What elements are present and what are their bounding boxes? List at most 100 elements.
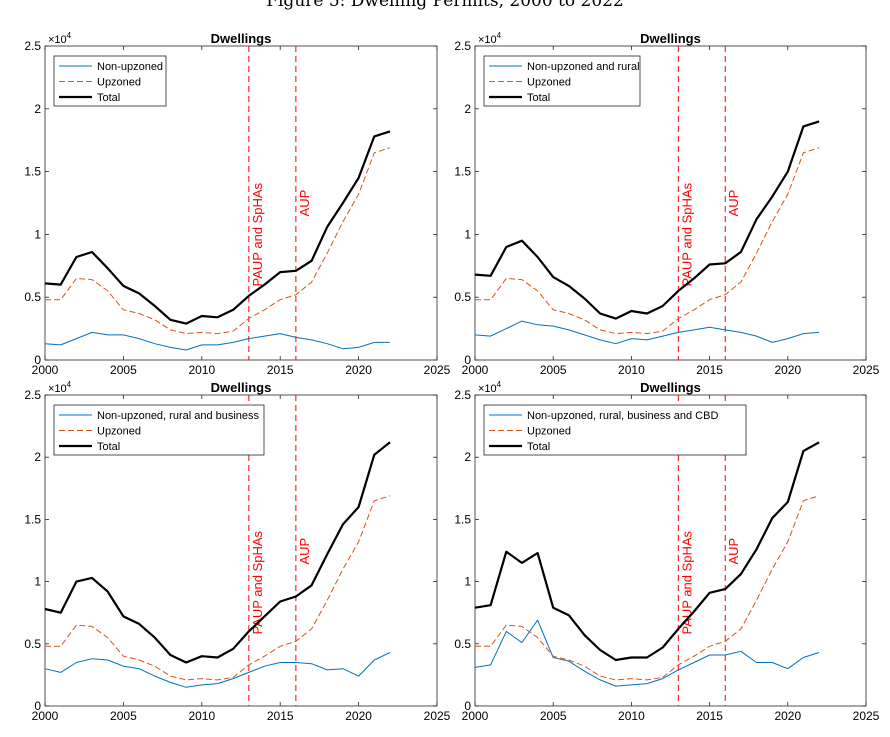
x-tick-label: 2020 [345, 363, 372, 377]
x-tick-label: 2005 [110, 709, 137, 723]
series-line-upzoned [475, 495, 820, 681]
series-line-total [474, 120, 820, 320]
x-tick-label: 2005 [540, 363, 567, 377]
x-tick-label: 2000 [32, 363, 59, 377]
x-tick-label: 2010 [188, 709, 215, 723]
y-tick-label: 2 [34, 102, 41, 116]
y-multiplier-exp: 4 [67, 380, 72, 389]
axes-box [474, 45, 867, 361]
legend-label: Upzoned [527, 426, 571, 438]
x-tick-label: 2025 [853, 363, 880, 377]
x-tick-label: 2025 [424, 363, 451, 377]
series-line-total [44, 130, 391, 325]
series-line-upzoned [475, 147, 820, 335]
panel-title: Dwellings [640, 31, 701, 46]
x-tick-label: 2020 [774, 709, 801, 723]
series-line-non_upzoned [474, 320, 820, 345]
legend-label: Total [97, 92, 120, 104]
y-tick-label: 1 [34, 575, 41, 589]
panel-title: Dwellings [211, 31, 272, 46]
policy-line-label: AUP [726, 538, 741, 565]
y-tick-label: 2 [34, 450, 41, 464]
y-tick-label: 0.5 [24, 290, 41, 304]
series-line-upzoned [45, 147, 391, 335]
legend-label: Non-upzoned [97, 61, 163, 73]
y-multiplier-label: ×104 [48, 380, 72, 395]
policy-line-label: PAUP and SpHAs [679, 182, 694, 286]
axes-box [44, 394, 438, 707]
y-tick-label: 0 [464, 353, 471, 367]
axes-box [474, 394, 867, 707]
panel-title: Dwellings [640, 380, 701, 395]
x-tick-label: 2000 [462, 363, 489, 377]
y-tick-label: 2.5 [24, 39, 41, 53]
policy-line-label: PAUP and SpHAs [679, 530, 694, 634]
chart-panel-1: 2000 2005 2010 2015 2020 2025 0 0.5 1 1.5 2 2.5 ×104… [24, 31, 450, 377]
legend-label: Upzoned [97, 426, 141, 438]
x-tick-label: 2015 [696, 709, 723, 723]
x-tick-label: 2010 [188, 363, 215, 377]
x-tick-label: 2020 [345, 709, 372, 723]
y-multiplier-base: ×10 [48, 34, 67, 46]
y-multiplier-base: ×10 [478, 34, 497, 46]
y-tick-label: 1 [34, 227, 41, 241]
legend-label: Non-upzoned, rural, business and CBD [527, 410, 718, 422]
y-multiplier-label: ×104 [48, 31, 72, 46]
y-multiplier-label: ×104 [478, 31, 502, 46]
series-line-non_upzoned [474, 619, 820, 687]
legend-label: Total [527, 92, 550, 104]
y-tick-label: 0.5 [24, 637, 41, 651]
chart-panel-2: 2000 2005 2010 2015 2020 2025 0 0.5 1 1.5 2 2.5 ×104… [454, 31, 879, 377]
x-tick-label: 2025 [424, 709, 451, 723]
x-tick-label: 2020 [774, 363, 801, 377]
y-tick-label: 2.5 [454, 388, 471, 402]
axes-box [44, 45, 438, 361]
legend-label: Upzoned [97, 77, 141, 89]
y-tick-label: 0.5 [454, 637, 471, 651]
legend-label: Non-upzoned, rural and business [97, 410, 260, 422]
policy-line-label: AUP [726, 190, 741, 217]
y-tick-label: 0 [34, 353, 41, 367]
y-multiplier-exp: 4 [67, 31, 72, 40]
y-multiplier-base: ×10 [478, 383, 497, 395]
policy-line-label: AUP [297, 190, 312, 217]
y-tick-label: 1.5 [454, 165, 471, 179]
policy-line-label: PAUP and SpHAs [250, 530, 265, 634]
series-line-upzoned [45, 495, 391, 681]
y-tick-label: 2.5 [24, 388, 41, 402]
panel-title: Dwellings [211, 380, 272, 395]
y-tick-label: 1 [464, 227, 471, 241]
y-tick-label: 0 [34, 699, 41, 713]
y-multiplier-exp: 4 [497, 31, 502, 40]
y-multiplier-base: ×10 [48, 383, 67, 395]
y-tick-label: 0.5 [454, 290, 471, 304]
policy-line-label: PAUP and SpHAs [250, 182, 265, 286]
legend-box [483, 404, 747, 456]
y-tick-label: 1 [464, 575, 471, 589]
y-multiplier-label: ×104 [478, 380, 502, 395]
y-tick-label: 2 [464, 450, 471, 464]
chart-panel-4: 2000 2005 2010 2015 2020 2025 0 0.5 1 1.5 2 2.5 ×104… [454, 380, 879, 723]
series-line-total [474, 441, 820, 662]
y-tick-label: 1.5 [24, 512, 41, 526]
x-tick-label: 2025 [853, 709, 880, 723]
x-tick-label: 2015 [696, 363, 723, 377]
x-tick-label: 2005 [110, 363, 137, 377]
series-line-total [44, 441, 391, 664]
legend-label: Upzoned [527, 77, 571, 89]
chart-panel-3: 2000 2005 2010 2015 2020 2025 0 0.5 1 1.5 2 2.5 ×104… [24, 380, 450, 723]
policy-line-label: AUP [297, 538, 312, 565]
series-line-non_upzoned [44, 652, 391, 688]
legend-label: Total [527, 441, 550, 453]
figure-title: Figure 5: Dwelling Permits, 2000 to 2022 [266, 0, 624, 11]
y-tick-label: 1.5 [454, 512, 471, 526]
x-tick-label: 2000 [462, 709, 489, 723]
x-tick-label: 2000 [32, 709, 59, 723]
legend-label: Total [97, 441, 120, 453]
y-tick-label: 0 [464, 699, 471, 713]
x-tick-label: 2015 [267, 363, 294, 377]
y-tick-label: 2 [464, 102, 471, 116]
legend-label: Non-upzoned and rural [527, 61, 640, 73]
x-tick-label: 2010 [618, 709, 645, 723]
